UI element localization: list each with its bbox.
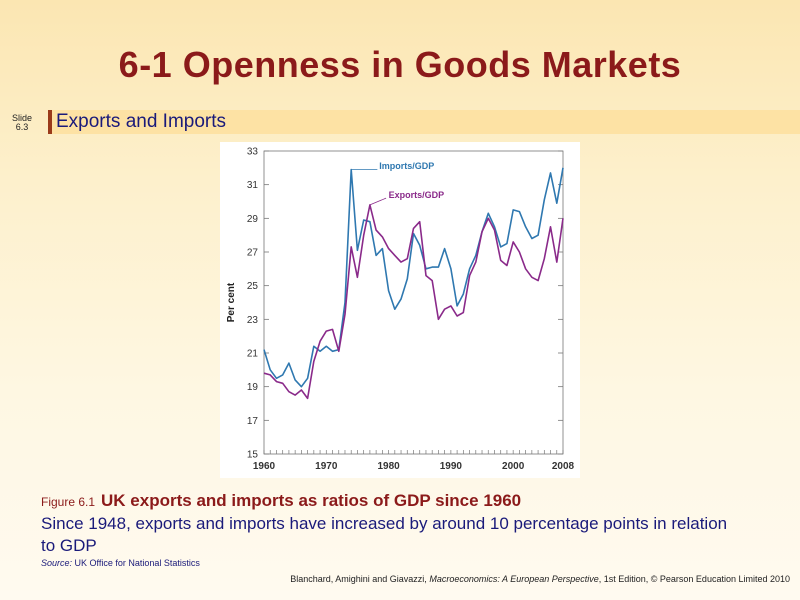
source-text: UK Office for National Statistics xyxy=(74,558,200,568)
figure-description: Since 1948, exports and imports have inc… xyxy=(41,514,728,555)
exports-annotation-leader xyxy=(369,197,387,206)
x-tick-label: 2008 xyxy=(552,461,575,472)
x-tick-label: 1990 xyxy=(440,461,463,472)
x-tick-label: 1970 xyxy=(315,461,338,472)
y-tick-label: 19 xyxy=(247,382,259,393)
slide-title: 6-1 Openness in Goods Markets xyxy=(118,44,682,85)
copyright-footer: Blanchard, Amighini and Giavazzi, Macroe… xyxy=(290,574,790,584)
subtitle-bar xyxy=(48,110,800,134)
figure-label: Figure 6.1 xyxy=(41,495,96,509)
x-tick-label: 1980 xyxy=(377,461,400,472)
footer-authors: Blanchard, Amighini and Giavazzi, xyxy=(290,574,427,584)
slide-subtitle: Exports and Imports xyxy=(56,111,227,132)
slide-label: Slide xyxy=(11,113,32,123)
slide-number: 6.3 xyxy=(15,122,29,132)
slide-number-label: Slide 6.3 xyxy=(10,114,34,132)
footer-book: Macroeconomics: A European Perspective xyxy=(429,574,599,584)
figure-heading: UK exports and imports as ratios of GDP … xyxy=(101,491,522,510)
footer-edition: , 1st Edition, © Pearson Education Limit… xyxy=(598,574,790,584)
imports-annotation: Imports/GDP xyxy=(379,161,434,171)
y-tick-label: 27 xyxy=(247,248,259,259)
y-tick-label: 17 xyxy=(247,416,259,427)
y-tick-label: 29 xyxy=(247,214,259,225)
y-tick-label: 31 xyxy=(247,180,259,191)
imports-line xyxy=(263,167,564,388)
line-chart: 15 17 19 21 23 25 27 29 31 33 1960 1970 1980 1990 2000… xyxy=(226,147,575,473)
x-tick-label: 1960 xyxy=(253,461,276,472)
exports-annotation: Exports/GDP xyxy=(389,190,445,200)
exports-line xyxy=(263,204,564,400)
source-label: Source: xyxy=(41,558,73,568)
y-tick-label: 33 xyxy=(247,147,259,158)
y-tick-label: 21 xyxy=(247,349,259,360)
y-tick-label: 25 xyxy=(247,281,259,292)
chart-panel: 15 17 19 21 23 25 27 29 31 33 1960 1970 1980 1990 2000… xyxy=(220,142,580,478)
figure-caption: Figure 6.1 UK exports and imports as rati… xyxy=(41,490,741,569)
y-axis-label: Per cent xyxy=(226,282,237,322)
figure-source: Source: UK Office for National Statistic… xyxy=(41,557,741,569)
y-tick-label: 15 xyxy=(247,450,259,461)
y-tick-label: 23 xyxy=(247,315,259,326)
x-tick-label: 2000 xyxy=(502,461,525,472)
